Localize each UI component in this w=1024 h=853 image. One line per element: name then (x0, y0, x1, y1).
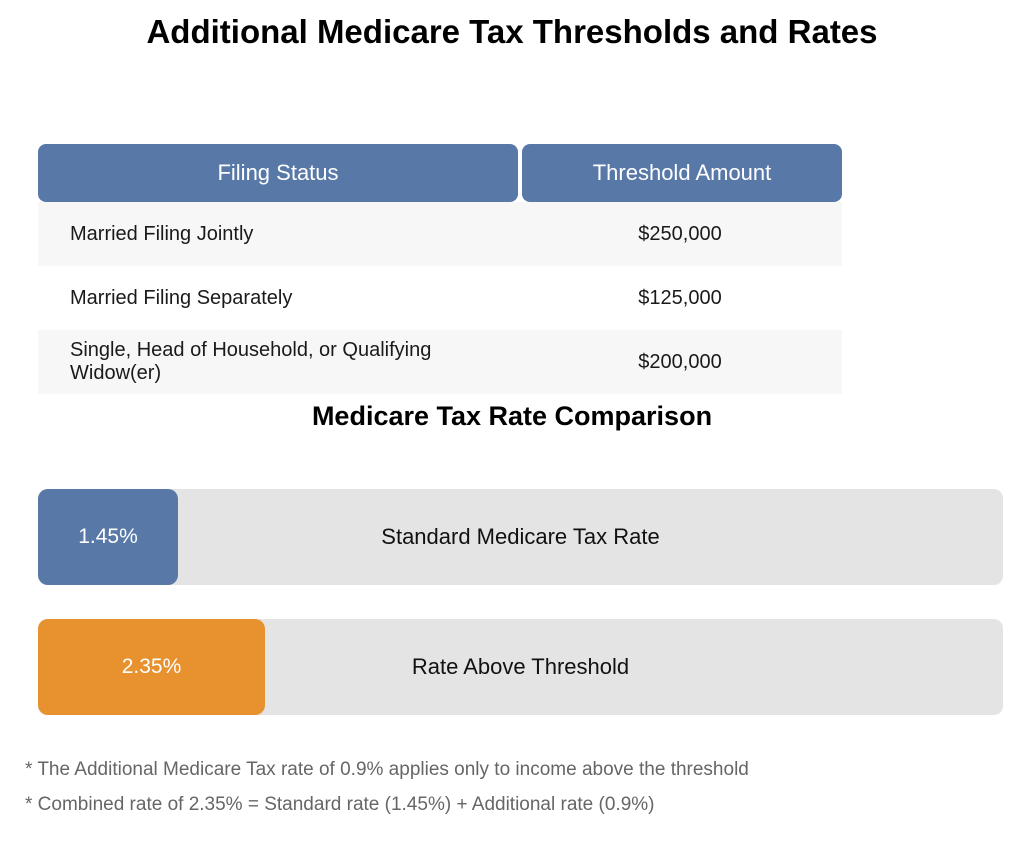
bar-fill-above-threshold: 2.35% (38, 619, 265, 715)
page-title: Additional Medicare Tax Thresholds and R… (146, 13, 878, 50)
table-row: Married Filing Jointly $250,000 (38, 202, 842, 266)
filing-status-cell: Married Filing Separately (70, 286, 293, 309)
threshold-amount-cell: $125,000 (638, 286, 722, 309)
filing-status-cell: Single, Head of Household, or Qualifying… (70, 339, 432, 384)
table-row: Single, Head of Household, or Qualifying… (38, 330, 842, 394)
bar-label-standard-rate: Standard Medicare Tax Rate (381, 524, 660, 549)
bar-rate-above-threshold: 2.35% Rate Above Threshold (38, 619, 1003, 715)
threshold-amount-cell: $250,000 (638, 222, 722, 245)
comparison-section-title: Medicare Tax Rate Comparison (311, 401, 713, 431)
infographic: Additional Medicare Tax Thresholds and R… (25, 13, 1003, 815)
bar-fill-standard-rate: 1.45% (38, 489, 178, 585)
footnote-additional-rate: * The Additional Medicare Tax rate of 0.… (25, 759, 749, 780)
filing-status-cell: Married Filing Jointly (70, 222, 254, 245)
table-header-row: Filing Status Threshold Amount (38, 144, 842, 202)
bar-standard-medicare-rate: 1.45% Standard Medicare Tax Rate (38, 489, 1003, 585)
footnote-combined-rate: * Combined rate of 2.35% = Standard rate… (25, 794, 655, 815)
bar-label-above-threshold: Rate Above Threshold (411, 654, 630, 679)
table-row: Married Filing Separately $125,000 (38, 266, 842, 330)
threshold-amount-cell: $200,000 (638, 350, 722, 373)
column-header-filing-status: Filing Status (38, 144, 518, 202)
thresholds-table: Filing Status Threshold Amount Married F… (38, 144, 842, 394)
column-header-threshold-amount: Threshold Amount (522, 144, 842, 202)
